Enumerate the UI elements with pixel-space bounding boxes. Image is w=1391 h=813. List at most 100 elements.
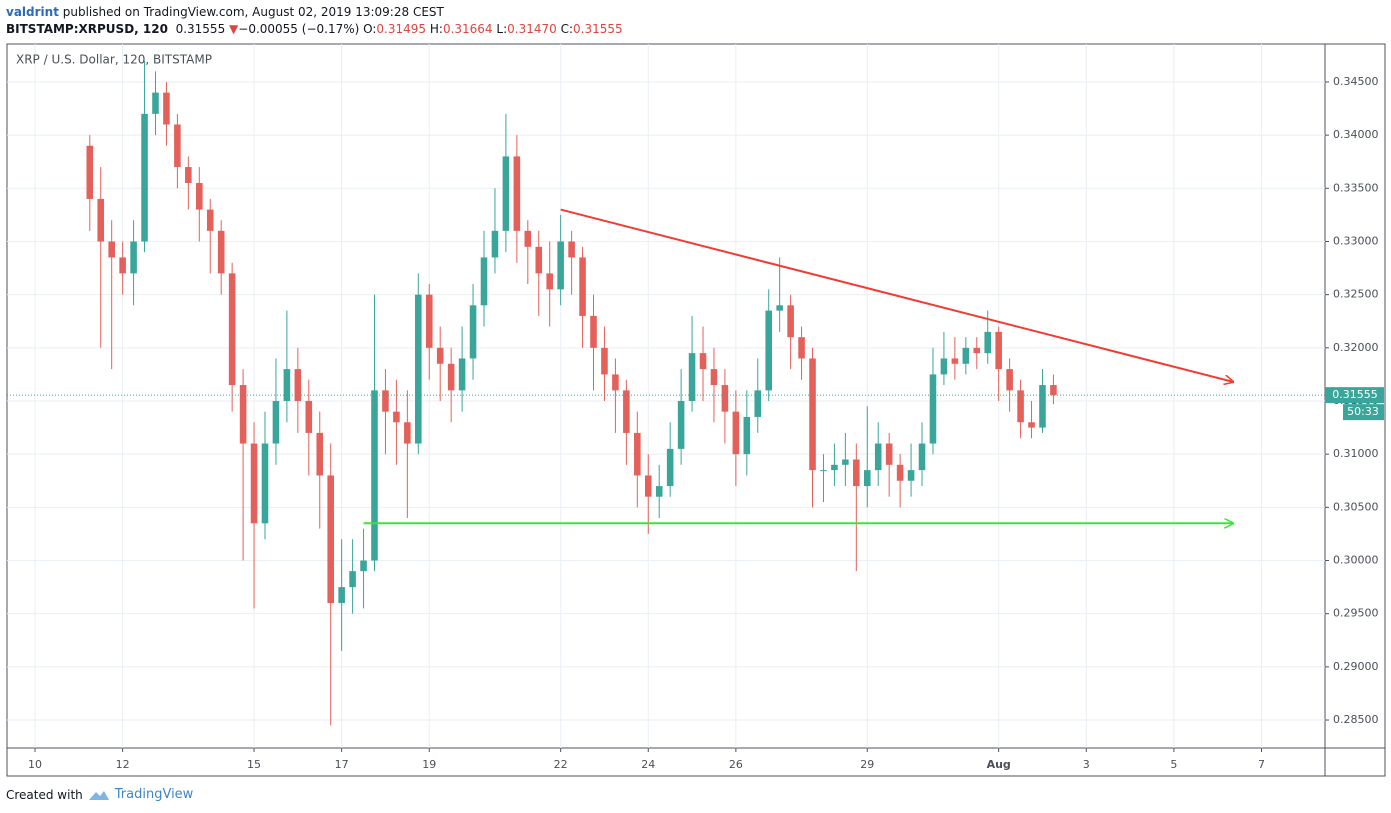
candle-body xyxy=(163,92,170,125)
candle-body xyxy=(250,443,258,524)
y-tick-label: 0.29000 xyxy=(1333,660,1379,673)
candle-body xyxy=(206,209,214,231)
candle-body xyxy=(97,198,105,242)
y-tick-label: 0.33000 xyxy=(1333,234,1379,247)
candle-body xyxy=(502,156,510,231)
candle-body xyxy=(228,273,236,386)
trend-line xyxy=(560,208,1233,382)
candle-body xyxy=(995,331,1002,370)
symbol: BITSTAMP:XRPUSD, 120 xyxy=(6,22,168,36)
candle-body xyxy=(415,294,422,444)
candle-body xyxy=(108,241,115,258)
candle-body xyxy=(765,310,773,391)
change: −0.00055 (−0.17%) xyxy=(238,22,360,36)
x-tick-label: 17 xyxy=(335,758,349,771)
candle-body xyxy=(590,315,597,348)
ohlc-label: C: xyxy=(560,22,573,36)
candle-body xyxy=(962,347,970,364)
candle-body xyxy=(535,246,543,274)
candle-body xyxy=(557,241,564,290)
candle-body xyxy=(853,459,860,487)
header-line: BITSTAMP:XRPUSD, 120 0.31555 ▼−0.00055 (… xyxy=(6,22,626,36)
y-tick-label: 0.29500 xyxy=(1333,607,1379,620)
candle-body xyxy=(119,257,126,274)
candle-body xyxy=(699,353,707,370)
brand[interactable]: TradingView xyxy=(114,787,194,802)
candle-body xyxy=(973,347,981,354)
ohlc: O:0.31495 H:0.31664 L:0.31470 C:0.31555 xyxy=(363,22,626,36)
candle-body xyxy=(152,92,159,114)
y-tick-label: 0.32000 xyxy=(1333,341,1379,354)
candle-body xyxy=(261,443,269,524)
candle-body xyxy=(371,390,378,561)
footer: Created with TradingView xyxy=(6,787,193,802)
y-tick-label: 0.28500 xyxy=(1333,713,1379,726)
candle-body xyxy=(272,400,280,444)
candle-body xyxy=(404,422,411,444)
x-tick-label: 3 xyxy=(1083,758,1090,771)
candle-body xyxy=(86,145,94,199)
candle-body xyxy=(688,353,696,401)
author[interactable]: valdrint xyxy=(6,5,59,19)
ohlc-value: 0.31470 xyxy=(507,22,557,36)
x-tick-label: 24 xyxy=(641,758,655,771)
x-tick-label: Aug xyxy=(987,758,1011,771)
candle-body xyxy=(513,156,521,231)
candle-body xyxy=(174,124,181,168)
plot xyxy=(7,60,1325,726)
candle-body xyxy=(239,385,247,444)
x-tick-label: 15 xyxy=(247,758,261,771)
candle-body xyxy=(732,411,740,455)
candle-body xyxy=(842,459,849,465)
candle-body xyxy=(644,475,652,497)
arrow: ▼ xyxy=(229,22,239,36)
ohlc-label: H: xyxy=(429,22,443,36)
last-price-box xyxy=(1325,387,1384,404)
candle-body xyxy=(458,358,466,391)
candle-body xyxy=(863,470,871,487)
candle-body xyxy=(316,432,324,476)
published: published on TradingView.com, August 02,… xyxy=(58,5,444,19)
ohlc-value: 0.31555 xyxy=(573,22,623,36)
x-tick-label: 7 xyxy=(1258,758,1265,771)
x-tick-label: 22 xyxy=(554,758,568,771)
y-tick-label: 0.34500 xyxy=(1333,75,1379,88)
candle-body xyxy=(623,390,630,433)
candle-body xyxy=(305,400,313,433)
candle-body xyxy=(1039,385,1046,428)
candle-body xyxy=(360,560,367,572)
last-price-label: 0.31555 xyxy=(1332,388,1378,401)
candle-body xyxy=(196,182,203,210)
candle-body xyxy=(874,443,882,471)
candle-body xyxy=(710,369,718,386)
x-tick-label: 12 xyxy=(116,758,130,771)
candle-body xyxy=(469,305,477,359)
candle-body xyxy=(820,470,827,472)
candle-body xyxy=(568,241,575,258)
candle-body xyxy=(546,273,553,290)
candle-body xyxy=(885,443,893,465)
x-tick-label: 5 xyxy=(1170,758,1177,771)
candle-body xyxy=(787,305,794,338)
y-tick-label: 0.34000 xyxy=(1333,128,1379,141)
y-tick-label: 0.32500 xyxy=(1333,288,1379,301)
candle-body xyxy=(940,358,948,375)
candle-body xyxy=(896,464,904,481)
candle-body xyxy=(929,374,937,444)
candle-body xyxy=(1017,390,1024,423)
candle-body xyxy=(666,448,674,487)
candle-body xyxy=(1028,422,1035,428)
y-tick-label: 0.30500 xyxy=(1333,500,1379,513)
candle-body xyxy=(447,363,455,391)
candle-body xyxy=(809,358,816,471)
candle-body xyxy=(283,369,291,401)
x-tick-label: 26 xyxy=(729,758,743,771)
y-tick-label: 0.33500 xyxy=(1333,181,1379,194)
candle-body xyxy=(612,374,619,391)
chart-title: XRP / U.S. Dollar, 120, BITSTAMP xyxy=(16,53,212,67)
candle-body xyxy=(141,113,148,242)
candle-body xyxy=(436,347,444,364)
countdown-box xyxy=(1343,404,1384,421)
